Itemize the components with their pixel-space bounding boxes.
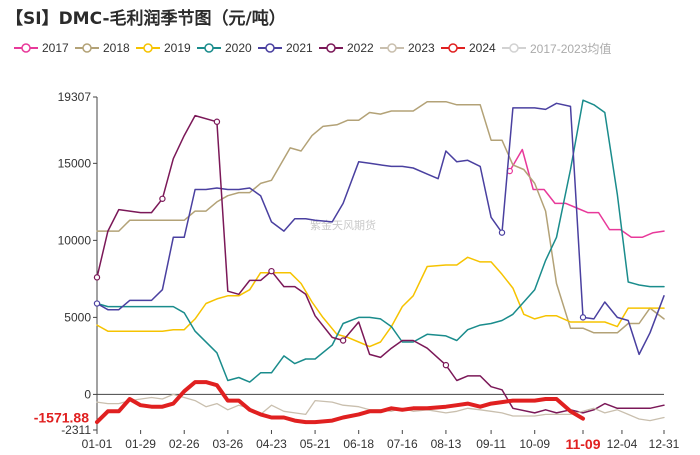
legend-item-2017-2023均值[interactable]: 2017-2023均值 [502, 38, 611, 58]
data-point-2022 [159, 195, 166, 202]
legend-label: 2017 [42, 41, 69, 55]
series-line-2019 [96, 256, 665, 348]
x-tick-label: 10-09 [519, 437, 550, 451]
x-tick-label: 07-16 [387, 437, 418, 451]
x-tick-label: 03-26 [212, 437, 243, 451]
series-line-2021 [96, 102, 665, 356]
series-2019-group [96, 256, 665, 348]
x-tick-label: 02-26 [169, 437, 200, 451]
legend-swatch-icon [197, 43, 221, 53]
legend-label: 2017-2023均值 [530, 41, 612, 56]
series-2024-group [95, 380, 585, 425]
legend-swatch-icon [502, 43, 526, 53]
legend-swatch-icon [319, 43, 343, 53]
legend-label: 2019 [164, 41, 191, 55]
x-tick-label: 12-04 [607, 437, 638, 451]
legend-item-2020[interactable]: 2020 [197, 38, 252, 58]
x-tick-label: 01-01 [82, 437, 113, 451]
y-tick-label: 5000 [64, 310, 91, 324]
data-point-2022 [213, 118, 221, 125]
legend-swatch-icon [14, 43, 38, 53]
y-tick-label: 0 [84, 387, 91, 401]
legend-swatch-icon [380, 43, 404, 53]
x-tick-label: 06-18 [343, 437, 374, 451]
current-date-label: 11-09 [565, 436, 600, 452]
x-tick-label: 12-31 [649, 437, 680, 451]
data-point-2021 [498, 229, 506, 236]
legend-label: 2021 [286, 41, 313, 55]
legend-item-2018[interactable]: 2018 [75, 38, 130, 58]
x-tick-label: 09-11 [476, 437, 506, 451]
series-line-2022 [96, 114, 665, 414]
legend-item-2024[interactable]: 2024 [441, 38, 496, 58]
current-value-label: -1571.88 [34, 410, 89, 426]
legend-label: 2023 [408, 41, 435, 55]
data-point-2022 [93, 274, 101, 281]
series-2021-group [93, 102, 665, 356]
chart-title: 【SI】DMC-毛利润季节图（元/吨） [6, 9, 286, 29]
series-2022-group [93, 114, 665, 414]
legend-swatch-icon [441, 43, 465, 53]
x-tick-label: 08-13 [431, 437, 462, 451]
current-date-backdrop [562, 435, 604, 452]
legend-item-2021[interactable]: 2021 [258, 38, 313, 58]
data-point-2022 [268, 267, 275, 275]
series-line-2018 [96, 100, 665, 334]
legend-swatch-icon [258, 43, 282, 53]
legend-item-2017[interactable]: 2017 [14, 38, 69, 58]
legend-item-2022[interactable]: 2022 [319, 38, 374, 58]
y-tick-label: 15000 [58, 156, 92, 170]
series-2018-group [96, 100, 665, 334]
legend-label: 2024 [469, 41, 496, 55]
legend-label: 2022 [347, 41, 374, 55]
legend-swatch-icon [75, 43, 99, 53]
legend-item-2019[interactable]: 2019 [136, 38, 191, 58]
legend-label: 2020 [225, 41, 252, 55]
data-point-2021 [579, 314, 587, 321]
series-line-2024 [95, 380, 585, 425]
x-tick-label: 04-23 [256, 437, 287, 451]
series-line-2017 [509, 148, 665, 239]
y-tick-label: -2311 [61, 423, 91, 437]
legend-label: 2018 [103, 41, 130, 55]
x-tick-label: 05-21 [300, 437, 331, 451]
data-point-2022 [339, 337, 347, 344]
legend-swatch-icon [136, 43, 160, 53]
series-line-2020 [96, 99, 665, 383]
legend: 2017 2018 2019 2020 2021 2022 2023 2024 2017-202… [14, 38, 700, 60]
legend-item-2023[interactable]: 2023 [380, 38, 435, 58]
data-point-2021 [93, 300, 101, 307]
series-2020-group [96, 99, 665, 383]
series-2017-group [506, 148, 665, 239]
y-tick-label: 19307 [58, 90, 92, 104]
data-point-2022 [442, 361, 450, 369]
y-tick-label: 10000 [58, 233, 92, 247]
x-tick-label: 01-29 [125, 437, 156, 451]
